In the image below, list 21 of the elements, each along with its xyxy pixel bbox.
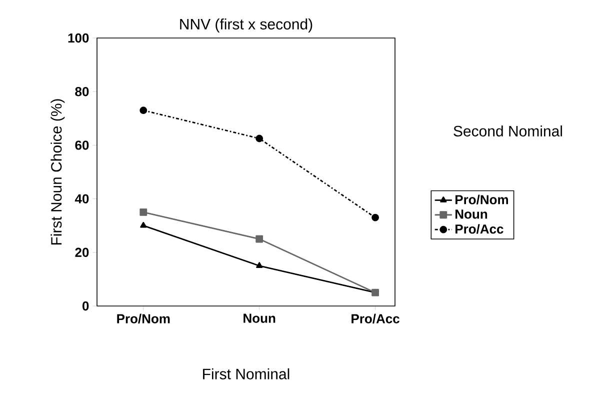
point (140, 208, 148, 216)
legend-label: Pro/Acc (455, 224, 504, 234)
point (256, 134, 264, 142)
x-tick-label: Pro/Acc (352, 314, 400, 324)
y-tick-label: 0 (82, 301, 89, 311)
legend-label: Noun (455, 210, 488, 219)
y-tick-label: 40 (74, 194, 89, 204)
chart-title: NNV (first x second) (180, 18, 312, 32)
y-tick-label: 20 (75, 248, 89, 257)
legend-title: Second Nominal (454, 125, 562, 136)
point (140, 106, 148, 114)
y-tick-label: 80 (75, 86, 89, 96)
x-tick-label: Pro/Nom (117, 314, 170, 324)
x-axis-title: First Nominal (203, 368, 290, 380)
y-axis-title: First Noun Choice (%) (50, 99, 65, 245)
point (372, 214, 379, 222)
point (256, 235, 264, 243)
legend-label: Pro/Nom (455, 194, 508, 204)
y-tick-label: 100 (68, 33, 89, 43)
y-tick-label: 60 (75, 140, 89, 150)
x-tick-label: Noun (244, 314, 276, 323)
